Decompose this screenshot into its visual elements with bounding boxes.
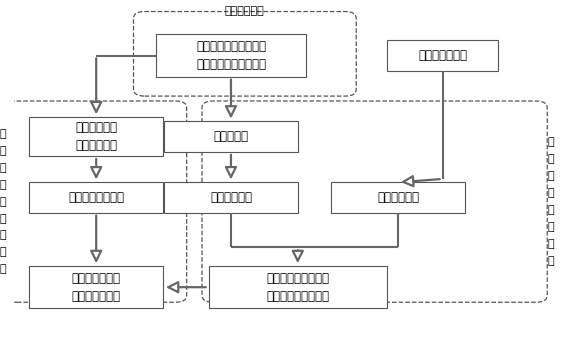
Text: 程: 程	[547, 256, 554, 266]
Text: 过: 过	[0, 247, 6, 257]
Text: 曲面对比，局部放大
可形象评价曲面缺陷: 曲面对比，局部放大 可形象评价曲面缺陷	[267, 272, 329, 303]
Text: 处: 处	[547, 205, 554, 215]
FancyBboxPatch shape	[164, 121, 298, 152]
Text: 数据后处理: 数据后处理	[213, 130, 248, 143]
Text: 数据误差处理
并可视化呈现: 数据误差处理 并可视化呈现	[75, 121, 117, 152]
FancyBboxPatch shape	[164, 182, 298, 213]
Text: 化: 化	[0, 197, 6, 207]
Text: 视: 视	[547, 154, 554, 164]
FancyBboxPatch shape	[29, 117, 163, 156]
Text: 理: 理	[547, 222, 554, 232]
FancyBboxPatch shape	[29, 266, 163, 308]
FancyBboxPatch shape	[29, 182, 163, 213]
FancyBboxPatch shape	[387, 40, 498, 71]
Text: 标准抛物曲面: 标准抛物曲面	[377, 191, 419, 204]
Text: 分: 分	[0, 213, 6, 224]
Text: 化: 化	[547, 171, 554, 181]
Text: 后: 后	[547, 188, 554, 198]
Text: 虚拟拟合曲面: 虚拟拟合曲面	[210, 191, 252, 204]
Text: 采用局部接触式测量，
自动采集反射面数据点: 采用局部接触式测量， 自动采集反射面数据点	[196, 40, 266, 71]
Text: 等级分层标准判定: 等级分层标准判定	[68, 191, 124, 204]
Text: 过: 过	[547, 239, 554, 249]
FancyBboxPatch shape	[331, 182, 465, 213]
Text: 可: 可	[547, 137, 554, 147]
Text: 误: 误	[0, 129, 6, 139]
Text: 析: 析	[0, 231, 6, 240]
Text: 数据采集过程: 数据采集过程	[225, 5, 265, 16]
FancyBboxPatch shape	[209, 266, 387, 308]
Text: 视: 视	[0, 180, 6, 190]
Text: 程: 程	[0, 264, 6, 274]
FancyBboxPatch shape	[156, 34, 306, 77]
Text: 标准曲线解析式: 标准曲线解析式	[418, 49, 467, 62]
Text: 反射面精度研判
定量反射面精度: 反射面精度研判 定量反射面精度	[72, 272, 121, 303]
Text: 可: 可	[0, 163, 6, 173]
Text: 差: 差	[0, 146, 6, 156]
